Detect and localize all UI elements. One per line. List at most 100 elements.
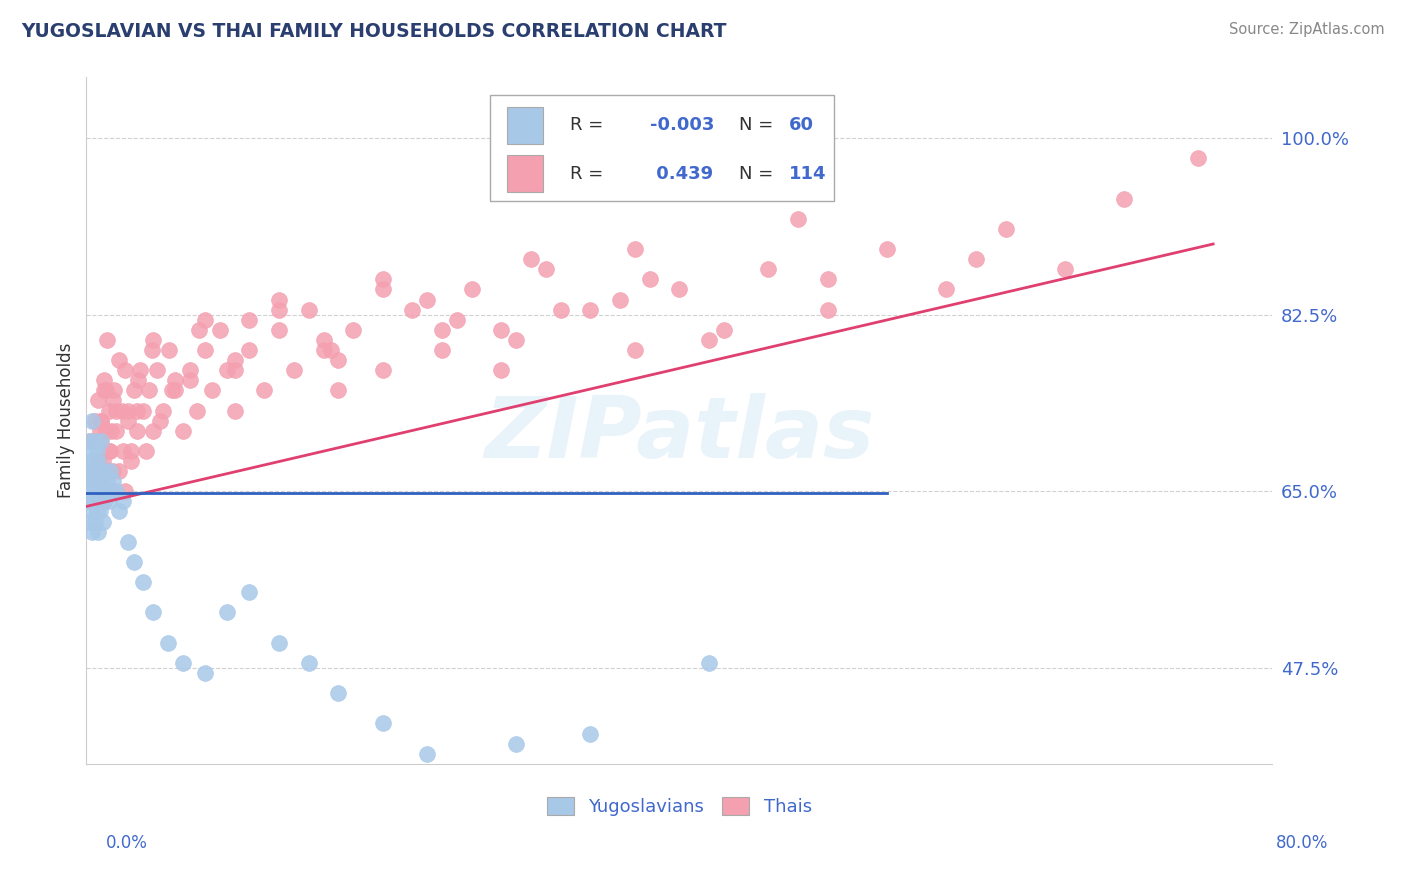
Point: [94, 484, 117, 499]
Point: [298, 302, 321, 317]
Point: [165, 373, 187, 387]
Point: [1053, 262, 1076, 277]
Point: [93, 494, 115, 508]
Point: [491, 363, 513, 377]
Point: [100, 424, 122, 438]
Point: [579, 726, 602, 740]
Point: [97, 403, 120, 417]
Point: [267, 302, 290, 317]
Text: N =: N =: [738, 117, 773, 135]
Point: [172, 424, 194, 438]
Point: [117, 403, 139, 417]
Point: [238, 312, 260, 326]
Text: 60: 60: [789, 117, 814, 135]
Point: [112, 444, 135, 458]
Point: [104, 484, 127, 499]
Bar: [508, 154, 543, 193]
Point: [401, 302, 423, 317]
Point: [114, 363, 136, 377]
Point: [104, 424, 127, 438]
Point: [194, 312, 217, 326]
Point: [638, 272, 661, 286]
Text: 80.0%: 80.0%: [1277, 834, 1329, 852]
Point: [98, 444, 121, 458]
Point: [117, 534, 139, 549]
Point: [283, 363, 305, 377]
Point: [152, 403, 174, 417]
Point: [668, 282, 690, 296]
Point: [93, 494, 115, 508]
Point: [224, 403, 246, 417]
Point: [103, 384, 125, 398]
Point: [93, 384, 115, 398]
Point: [328, 353, 350, 368]
Point: [84, 434, 107, 448]
Point: [117, 414, 139, 428]
Point: [142, 424, 165, 438]
Point: [80, 434, 103, 448]
Point: [188, 323, 211, 337]
Point: [876, 242, 898, 256]
Point: [83, 494, 105, 508]
Point: [87, 524, 110, 539]
Point: [101, 474, 124, 488]
Point: [217, 363, 239, 377]
Point: [87, 454, 110, 468]
Point: [112, 494, 135, 508]
Point: [179, 363, 201, 377]
Point: [319, 343, 342, 357]
Point: [534, 262, 557, 277]
Point: [122, 384, 145, 398]
Point: [90, 414, 112, 428]
Point: [120, 454, 142, 468]
Point: [93, 373, 115, 387]
Point: [86, 474, 108, 488]
Point: [98, 484, 121, 499]
Point: [224, 353, 246, 368]
Point: [817, 272, 839, 286]
Point: [87, 484, 110, 499]
Point: [84, 515, 107, 529]
Point: [371, 282, 394, 296]
Point: [1114, 192, 1136, 206]
Point: [83, 474, 105, 488]
Point: [84, 414, 107, 428]
Text: R =: R =: [571, 164, 603, 183]
Point: [141, 343, 163, 357]
Point: [430, 323, 453, 337]
Point: [994, 222, 1017, 236]
Point: [76, 494, 98, 508]
Point: [90, 474, 112, 488]
Point: [77, 454, 100, 468]
Text: Source: ZipAtlas.com: Source: ZipAtlas.com: [1229, 22, 1385, 37]
Point: [217, 606, 239, 620]
Point: [624, 343, 647, 357]
Point: [97, 494, 120, 508]
Point: [342, 323, 364, 337]
Point: [87, 494, 110, 508]
Point: [84, 464, 107, 478]
Point: [108, 464, 131, 478]
Point: [142, 333, 165, 347]
Point: [111, 403, 134, 417]
Point: [89, 434, 111, 448]
Point: [89, 464, 111, 478]
Point: [156, 636, 179, 650]
Point: [89, 504, 111, 518]
FancyBboxPatch shape: [489, 95, 834, 201]
Point: [328, 384, 350, 398]
Point: [505, 737, 527, 751]
Text: N =: N =: [738, 164, 773, 183]
Point: [90, 434, 112, 448]
Point: [505, 333, 527, 347]
Point: [91, 484, 114, 499]
Point: [328, 686, 350, 700]
Point: [267, 636, 290, 650]
Point: [101, 393, 124, 408]
Point: [128, 363, 150, 377]
Point: [83, 454, 105, 468]
Point: [82, 414, 104, 428]
Point: [98, 464, 121, 478]
Point: [416, 747, 439, 761]
Point: [416, 293, 439, 307]
